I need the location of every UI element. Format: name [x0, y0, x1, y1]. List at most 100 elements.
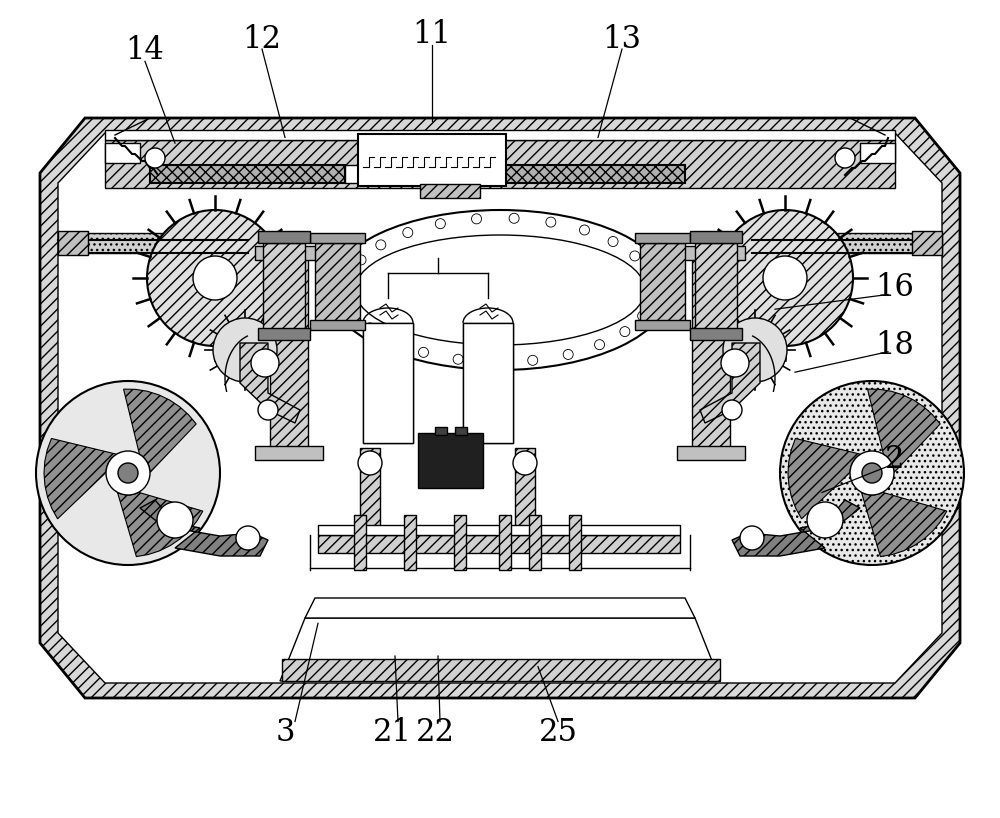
Circle shape [513, 451, 537, 475]
Circle shape [356, 255, 366, 265]
Circle shape [453, 354, 463, 364]
Text: 12: 12 [242, 24, 282, 55]
Polygon shape [124, 389, 196, 473]
Circle shape [763, 256, 807, 300]
Circle shape [722, 400, 742, 420]
Bar [345, 165, 490, 183]
Circle shape [472, 213, 482, 224]
Circle shape [723, 318, 787, 382]
Circle shape [157, 502, 193, 538]
Text: 16: 16 [876, 272, 914, 303]
Circle shape [418, 348, 428, 357]
Polygon shape [58, 133, 942, 683]
Bar [692, 253, 730, 458]
Bar [463, 323, 513, 443]
Polygon shape [868, 389, 940, 473]
Bar [635, 233, 690, 243]
Bar [263, 243, 305, 338]
Circle shape [620, 326, 630, 336]
Circle shape [106, 451, 150, 495]
Circle shape [118, 463, 138, 483]
Circle shape [638, 311, 648, 321]
Text: 2: 2 [885, 444, 905, 475]
Circle shape [365, 323, 375, 333]
Circle shape [721, 349, 749, 377]
Circle shape [807, 502, 843, 538]
Circle shape [509, 213, 519, 223]
Bar [420, 184, 480, 198]
Bar [363, 323, 413, 443]
Polygon shape [788, 438, 861, 519]
Bar [569, 515, 581, 570]
Text: 14: 14 [126, 35, 164, 66]
Bar [58, 231, 88, 255]
Circle shape [647, 294, 657, 303]
Bar [105, 130, 895, 140]
Bar [150, 165, 345, 183]
Circle shape [403, 227, 413, 237]
Circle shape [630, 251, 640, 261]
Polygon shape [861, 492, 947, 556]
Circle shape [376, 240, 386, 249]
Bar [282, 659, 720, 681]
Bar [315, 243, 360, 328]
Circle shape [251, 349, 279, 377]
Text: 21: 21 [372, 717, 412, 748]
Circle shape [435, 218, 445, 229]
Ellipse shape [330, 210, 670, 370]
Circle shape [740, 526, 764, 550]
Bar [454, 515, 466, 570]
Polygon shape [280, 618, 720, 681]
Bar [677, 446, 745, 460]
Bar [363, 323, 413, 443]
Bar [635, 320, 690, 330]
Ellipse shape [355, 235, 645, 345]
Polygon shape [700, 343, 760, 423]
Circle shape [780, 381, 964, 565]
Circle shape [490, 357, 500, 367]
Bar [860, 143, 895, 163]
Circle shape [358, 451, 382, 475]
Bar [105, 143, 140, 163]
Bar [837, 233, 942, 253]
Circle shape [213, 318, 277, 382]
Bar [490, 165, 685, 183]
Text: 25: 25 [538, 717, 578, 748]
Circle shape [563, 349, 573, 359]
Bar [310, 320, 365, 330]
Circle shape [546, 217, 556, 227]
Bar [515, 448, 535, 528]
Polygon shape [117, 492, 203, 556]
Bar [360, 448, 380, 528]
Circle shape [193, 256, 237, 300]
Circle shape [147, 210, 283, 346]
Circle shape [850, 451, 894, 495]
Circle shape [349, 307, 359, 317]
Bar [258, 231, 310, 243]
Polygon shape [305, 598, 695, 618]
Text: 11: 11 [413, 19, 452, 50]
Bar [529, 515, 541, 570]
Polygon shape [732, 500, 860, 556]
Bar [310, 233, 365, 243]
Circle shape [145, 148, 165, 168]
Circle shape [236, 526, 260, 550]
Text: 18: 18 [876, 330, 914, 361]
Bar [435, 427, 447, 435]
Circle shape [342, 290, 352, 299]
Bar [418, 433, 483, 488]
Bar [270, 253, 308, 458]
Bar [354, 515, 366, 570]
Circle shape [580, 225, 590, 235]
Bar [695, 243, 737, 338]
Circle shape [345, 272, 355, 281]
Polygon shape [140, 500, 268, 556]
Bar [912, 231, 942, 255]
Circle shape [648, 285, 658, 295]
Bar [463, 323, 513, 443]
Bar [690, 231, 742, 243]
Circle shape [608, 236, 618, 246]
Bar [105, 140, 895, 188]
Bar [318, 535, 680, 553]
Polygon shape [44, 438, 117, 519]
